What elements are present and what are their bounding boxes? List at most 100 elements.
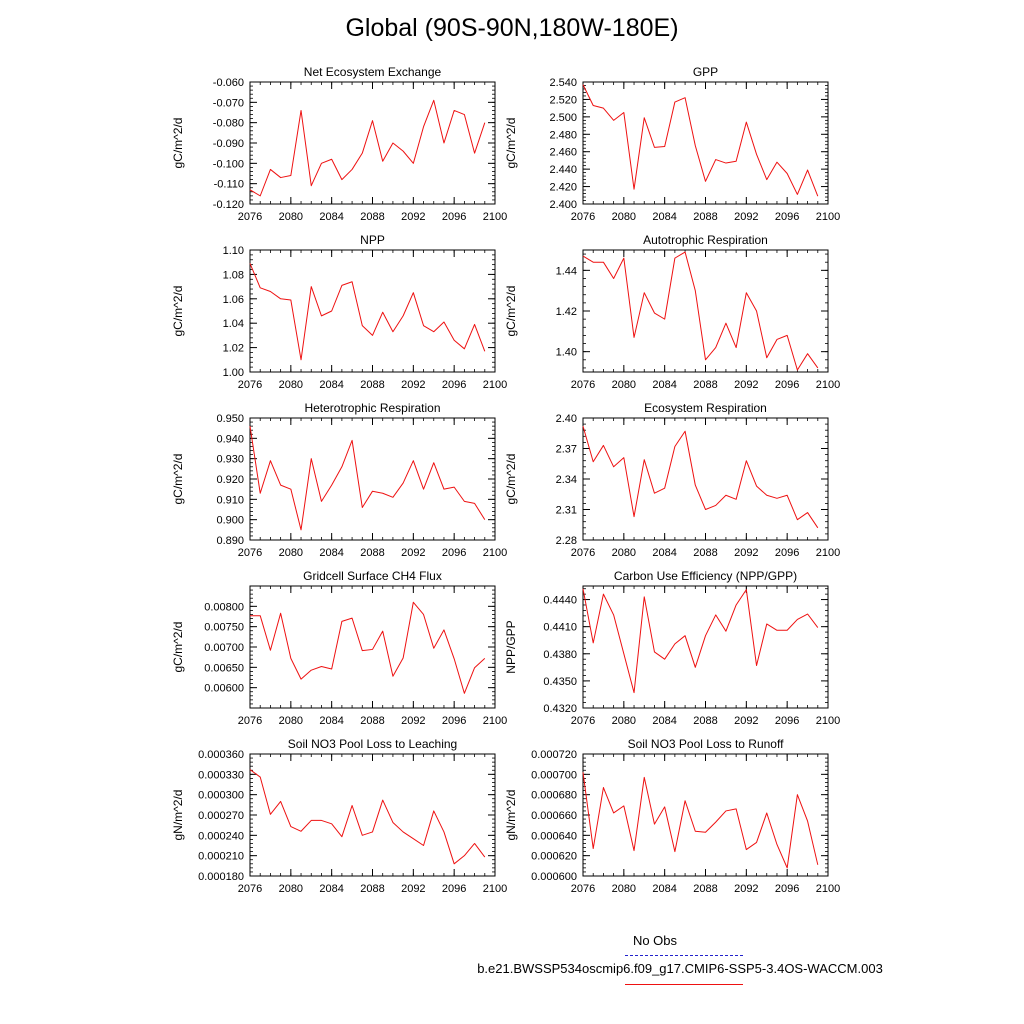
y-tick-label: 0.000300	[198, 790, 244, 802]
x-tick-label: 2092	[734, 211, 758, 223]
x-tick-label: 2088	[360, 715, 384, 727]
y-tick-label: -0.060	[213, 77, 244, 89]
x-tick-label: 2084	[652, 211, 676, 223]
y-tick-label: 0.950	[216, 413, 244, 425]
x-tick-label: 2088	[693, 379, 717, 391]
plot-frame	[249, 753, 496, 877]
plot-frame	[249, 81, 496, 205]
x-tick-label: 2092	[401, 883, 425, 895]
x-tick-label: 2080	[612, 547, 636, 559]
y-tick-label: 0.000680	[531, 790, 577, 802]
chart-gridcell-surface-ch4-flux: Gridcell Surface CH4 Flux gC/m^2/d 2076 208…	[171, 569, 507, 727]
y-tick-label: 0.00700	[204, 642, 244, 654]
x-tick-label: 2088	[693, 547, 717, 559]
chart-heterotrophic-respiration: Heterotrophic Respiration gC/m^2/d 2076 208…	[171, 401, 507, 559]
chart-title: Carbon Use Efficiency (NPP/GPP)	[614, 569, 797, 583]
y-tick-label: 0.910	[216, 494, 244, 506]
y-axis-label: gC/m^2/d	[171, 118, 185, 169]
page-title: Global (90S-90N,180W-180E)	[345, 14, 679, 42]
x-tick-label: 2100	[816, 715, 840, 727]
y-axis-label: gC/m^2/d	[171, 286, 185, 337]
y-tick-label: 1.06	[223, 294, 244, 306]
x-tick-label: 2080	[279, 547, 303, 559]
x-tick-label: 2084	[319, 883, 343, 895]
y-tick-label: 0.920	[216, 474, 244, 486]
y-tick-label: 1.40	[556, 347, 577, 359]
chart-title: GPP	[693, 65, 718, 79]
chart-title: Net Ecosystem Exchange	[304, 65, 442, 79]
plot-frame	[582, 81, 829, 205]
y-tick-label: 0.000640	[531, 830, 577, 842]
chart-soil-no3-pool-loss-to-leaching: Soil NO3 Pool Loss to Leaching gN/m^2/d 20…	[171, 737, 507, 895]
x-tick-label: 2096	[442, 547, 466, 559]
plot-frame	[582, 417, 829, 541]
x-tick-label: 2092	[401, 715, 425, 727]
plot-frame	[582, 585, 829, 709]
y-tick-label: 2.520	[549, 94, 577, 106]
x-tick-label: 2080	[279, 379, 303, 391]
series-line-case	[582, 251, 819, 371]
x-tick-label: 2096	[442, 715, 466, 727]
legend-case-swatch	[625, 984, 743, 985]
y-tick-label: 0.00650	[204, 662, 244, 674]
chart-npp: NPP gC/m^2/d 2076 2080 2084 2088 2092 2096 2100 1…	[171, 233, 507, 391]
y-tick-label: 2.400	[549, 199, 577, 211]
x-tick-label: 2084	[652, 883, 676, 895]
legend-obs-swatch	[625, 955, 743, 956]
x-tick-label: 2096	[775, 379, 799, 391]
y-tick-label: -0.100	[213, 158, 244, 170]
y-tick-label: 0.940	[216, 433, 244, 445]
x-tick-label: 2088	[693, 715, 717, 727]
legend-obs-label: No Obs	[632, 933, 678, 948]
x-tick-label: 2076	[571, 883, 595, 895]
chart-title: Soil NO3 Pool Loss to Leaching	[288, 737, 457, 751]
x-tick-label: 2096	[775, 883, 799, 895]
y-tick-label: -0.070	[213, 97, 244, 109]
x-tick-label: 2096	[442, 379, 466, 391]
series-line-case	[250, 601, 486, 694]
x-tick-label: 2096	[775, 715, 799, 727]
x-tick-label: 2100	[816, 379, 840, 391]
y-tick-label: 1.02	[223, 343, 244, 355]
y-tick-label: 0.00800	[204, 601, 244, 613]
chart-gpp: GPP gC/m^2/d 2076 2080 2084 2088 2092 2096 2100 2…	[504, 65, 840, 223]
y-axis-label: gC/m^2/d	[504, 118, 518, 169]
x-tick-label: 2100	[816, 883, 840, 895]
y-tick-label: 0.890	[216, 535, 244, 547]
x-tick-label: 2084	[319, 547, 343, 559]
series-line-case	[582, 588, 819, 694]
x-tick-label: 2076	[571, 547, 595, 559]
x-tick-label: 2100	[483, 211, 507, 223]
y-tick-label: 0.4440	[543, 595, 577, 607]
x-tick-label: 2088	[693, 883, 717, 895]
y-axis-label: NPP/GPP	[504, 620, 518, 673]
series-line-case	[249, 769, 486, 865]
y-axis-label: gN/m^2/d	[504, 790, 518, 841]
x-tick-label: 2076	[238, 547, 262, 559]
x-tick-label: 2088	[693, 211, 717, 223]
y-tick-label: 0.000620	[531, 851, 577, 863]
x-tick-label: 2076	[571, 211, 595, 223]
x-tick-label: 2100	[816, 211, 840, 223]
x-tick-label: 2088	[360, 379, 384, 391]
chart-title: Autotrophic Respiration	[643, 233, 768, 247]
x-tick-label: 2080	[279, 211, 303, 223]
y-tick-label: 0.000330	[198, 769, 244, 781]
y-tick-label: 1.10	[223, 245, 244, 257]
y-tick-label: 0.000720	[531, 749, 577, 761]
x-tick-label: 2084	[319, 715, 343, 727]
y-tick-label: 2.460	[549, 147, 577, 159]
y-tick-label: 0.4410	[543, 622, 577, 634]
y-tick-label: -0.110	[214, 179, 244, 191]
x-tick-label: 2084	[319, 211, 343, 223]
y-tick-label: 0.00600	[204, 683, 244, 695]
x-tick-label: 2076	[238, 715, 262, 727]
x-tick-label: 2080	[612, 211, 636, 223]
y-tick-label: 0.000660	[531, 810, 577, 822]
x-tick-label: 2076	[571, 379, 595, 391]
x-tick-label: 2096	[442, 211, 466, 223]
x-tick-label: 2096	[442, 883, 466, 895]
chart-title: Ecosystem Respiration	[644, 401, 767, 415]
y-tick-label: -0.120	[213, 199, 244, 211]
series-line-case	[582, 772, 819, 869]
